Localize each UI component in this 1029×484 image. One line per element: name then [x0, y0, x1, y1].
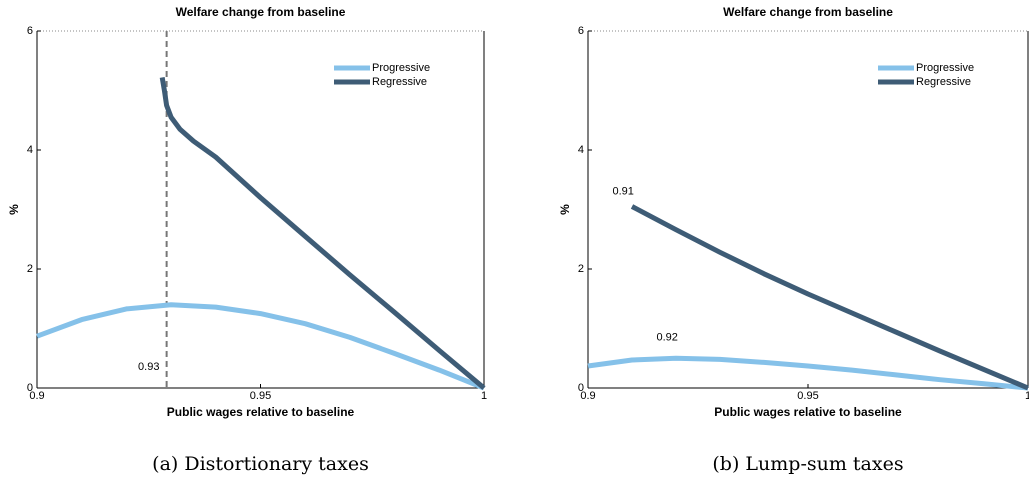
y-tick-label: 6	[578, 25, 584, 37]
y-axis-label: %	[7, 204, 21, 215]
y-tick-label: 0	[578, 382, 584, 394]
x-tick-label: 1	[481, 390, 487, 402]
x-tick-label: 0.9	[580, 390, 595, 402]
chart-title: Welfare change from baseline	[723, 5, 893, 19]
legend-label: Regressive	[916, 76, 971, 88]
x-tick-label: 0.95	[797, 390, 818, 402]
annotation: 0.91	[612, 186, 633, 198]
y-tick-label: 2	[578, 263, 584, 275]
series-line	[630, 204, 1029, 391]
series-line	[587, 355, 1029, 391]
chart-title: Welfare change from baseline	[176, 5, 346, 19]
y-tick-label: 6	[27, 25, 33, 37]
x-tick-label: 0.9	[29, 390, 44, 402]
x-axis-label: Public wages relative to baseline	[714, 405, 902, 419]
y-tick-label: 4	[27, 144, 33, 156]
series-line	[159, 76, 486, 390]
caption: (b) Lump-sum taxes	[712, 453, 903, 475]
x-tick-label: 1	[1025, 390, 1029, 402]
annotation: 0.92	[656, 331, 677, 343]
caption: (a) Distortionary taxes	[152, 453, 369, 475]
y-tick-label: 2	[27, 263, 33, 275]
annotation: 0.93	[138, 361, 159, 373]
legend-label: Progressive	[916, 62, 974, 74]
x-tick-label: 0.95	[250, 390, 271, 402]
legend-label: Regressive	[372, 76, 427, 88]
y-tick-label: 0	[27, 382, 33, 394]
y-tick-label: 4	[578, 144, 584, 156]
y-axis-label: %	[558, 204, 572, 215]
x-axis-label: Public wages relative to baseline	[167, 405, 355, 419]
series-line	[36, 302, 485, 391]
legend-label: Progressive	[372, 62, 430, 74]
